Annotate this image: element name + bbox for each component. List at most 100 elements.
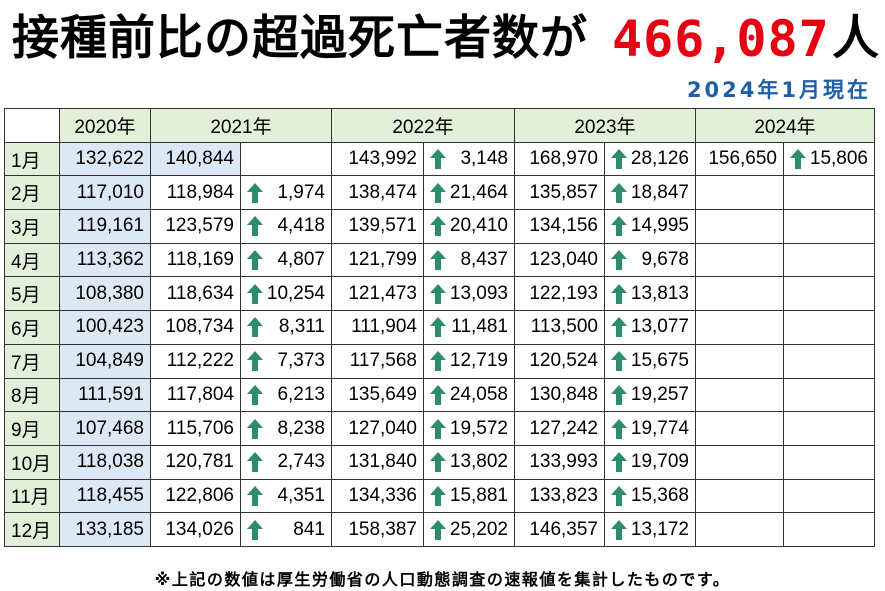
arrow-up-icon <box>430 216 446 237</box>
diff-value: 19,257 <box>630 383 689 405</box>
month-label: 3月 <box>4 209 60 244</box>
month-label: 2月 <box>4 175 60 211</box>
diff-value: 13,172 <box>630 518 689 540</box>
diff-2023: 19,774 <box>604 411 696 446</box>
diff-2024 <box>783 512 875 547</box>
value-2020: 100,423 <box>59 310 151 345</box>
diff-2021 <box>240 141 332 177</box>
diff-value: 19,709 <box>630 451 689 473</box>
value-2020: 107,468 <box>59 411 151 446</box>
value-2022: 111,904 <box>331 310 424 345</box>
arrow-up-icon <box>611 182 627 203</box>
diff-2022: 15,881 <box>423 478 515 514</box>
diff-value: 8,238 <box>277 417 325 439</box>
diff-value: 11,481 <box>451 316 508 338</box>
arrow-up-icon <box>430 519 446 540</box>
header-row: 2020年 2021年 2022年 2023年 2024年 <box>4 108 875 143</box>
title-suffix: 人 <box>832 11 879 66</box>
arrow-up-icon <box>247 216 263 237</box>
diff-2022: 20,410 <box>423 209 515 244</box>
value-2022: 131,840 <box>331 444 424 480</box>
arrow-up-icon <box>247 485 263 506</box>
arrow-up-icon <box>430 250 446 271</box>
value-2023: 135,857 <box>514 175 605 211</box>
value-2020: 104,849 <box>59 343 151 379</box>
diff-2024 <box>783 175 875 211</box>
value-2024 <box>695 175 784 211</box>
value-2023: 133,993 <box>514 444 605 480</box>
diff-2021: 4,351 <box>240 478 332 514</box>
table-row: 7月 104,849 112,222 7,373 117,568 12,719 120,52… <box>4 343 875 379</box>
header-year-2022: 2022年 <box>331 108 515 143</box>
diff-value: 4,351 <box>277 484 325 506</box>
arrow-up-icon <box>430 182 446 203</box>
arrow-up-icon <box>247 283 263 304</box>
arrow-up-icon <box>247 452 263 473</box>
diff-2021: 4,418 <box>240 209 332 244</box>
diff-value: 2,743 <box>277 451 325 473</box>
diff-value: 841 <box>293 518 325 540</box>
value-2024: 156,650 <box>695 141 784 177</box>
diff-2021: 2,743 <box>240 444 332 480</box>
diff-value: 28,126 <box>630 148 689 170</box>
value-2021: 118,984 <box>150 175 241 211</box>
table-row: 12月 133,185 134,026 841 158,387 25,202 146,357… <box>4 512 875 547</box>
value-2020: 118,038 <box>59 444 151 480</box>
value-2024 <box>695 411 784 446</box>
table-row: 9月 107,468 115,706 8,238 127,040 19,572 127,24… <box>4 411 875 446</box>
value-2022: 117,568 <box>331 343 424 379</box>
arrow-up-icon <box>430 418 446 439</box>
value-2023: 122,193 <box>514 276 605 312</box>
arrow-up-icon <box>611 317 627 338</box>
header-year-2020: 2020年 <box>59 108 151 143</box>
arrow-up-icon <box>611 418 627 439</box>
value-2021: 123,579 <box>150 209 241 244</box>
diff-value: 4,807 <box>277 249 325 271</box>
diff-2024 <box>783 343 875 379</box>
value-2020: 113,362 <box>59 242 151 278</box>
value-2020: 119,161 <box>59 209 151 244</box>
diff-2022: 24,058 <box>423 377 515 413</box>
value-2024 <box>695 276 784 312</box>
diff-value: 19,774 <box>630 417 689 439</box>
diff-value: 15,806 <box>809 148 868 170</box>
value-2023: 133,823 <box>514 478 605 514</box>
value-2020: 108,380 <box>59 276 151 312</box>
arrow-up-icon <box>247 182 263 203</box>
table-row: 4月 113,362 118,169 4,807 121,799 8,437 123,040… <box>4 242 875 278</box>
value-2023: 120,524 <box>514 343 605 379</box>
value-2021: 120,781 <box>150 444 241 480</box>
month-label: 7月 <box>4 343 60 379</box>
month-label: 6月 <box>4 310 60 345</box>
diff-value: 21,464 <box>449 181 508 203</box>
value-2021: 108,734 <box>150 310 241 345</box>
diff-2024 <box>783 242 875 278</box>
value-2022: 139,571 <box>331 209 424 244</box>
value-2022: 138,474 <box>331 175 424 211</box>
value-2020: 132,622 <box>59 141 151 177</box>
header-year-2023: 2023年 <box>514 108 696 143</box>
diff-value: 25,202 <box>449 518 508 540</box>
diff-2024 <box>783 377 875 413</box>
value-2022: 121,799 <box>331 242 424 278</box>
table-row: 1月 132,622 140,844 143,992 3,148 168,970 28,12… <box>4 141 875 177</box>
table-row: 6月 100,423 108,734 8,311 111,904 11,481 113,50… <box>4 310 875 345</box>
arrow-up-icon <box>247 384 263 405</box>
diff-2023: 28,126 <box>604 141 696 177</box>
diff-value: 19,572 <box>449 417 508 439</box>
table-row: 8月 111,591 117,804 6,213 135,649 24,058 130,84… <box>4 377 875 413</box>
diff-2023: 15,675 <box>604 343 696 379</box>
diff-value: 13,077 <box>630 316 689 338</box>
diff-2023: 15,368 <box>604 478 696 514</box>
value-2023: 127,242 <box>514 411 605 446</box>
arrow-up-icon <box>611 216 627 237</box>
diff-value: 13,813 <box>630 282 689 304</box>
month-label: 1月 <box>4 141 60 177</box>
title-prefix: 接種前比の超過死亡者数が <box>12 11 588 66</box>
value-2021: 117,804 <box>150 377 241 413</box>
header-year-2024: 2024年 <box>695 108 875 143</box>
diff-2023: 13,813 <box>604 276 696 312</box>
value-2024 <box>695 478 784 514</box>
diff-2021: 8,238 <box>240 411 332 446</box>
value-2020: 111,591 <box>59 377 151 413</box>
